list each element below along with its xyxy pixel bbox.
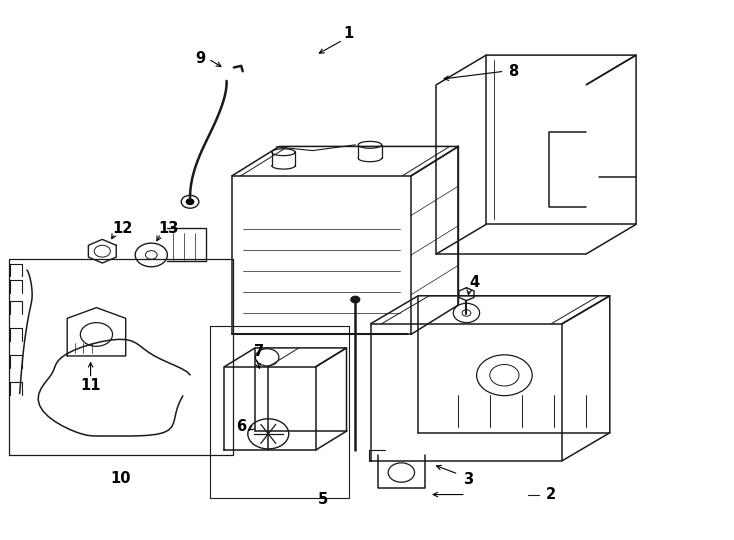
Circle shape [186,199,194,205]
Text: 4: 4 [470,275,479,290]
Text: 9: 9 [195,51,206,66]
Text: 6: 6 [236,420,247,434]
Text: 12: 12 [112,221,132,235]
Circle shape [351,296,360,303]
Text: 8: 8 [508,64,518,79]
Text: 13: 13 [158,221,178,235]
Text: 10: 10 [110,471,131,486]
Text: 5: 5 [318,492,328,508]
Text: 3: 3 [463,472,473,487]
Text: 1: 1 [344,26,354,41]
Text: 2: 2 [546,487,556,502]
Text: 7: 7 [255,344,264,359]
Text: 11: 11 [80,378,101,393]
